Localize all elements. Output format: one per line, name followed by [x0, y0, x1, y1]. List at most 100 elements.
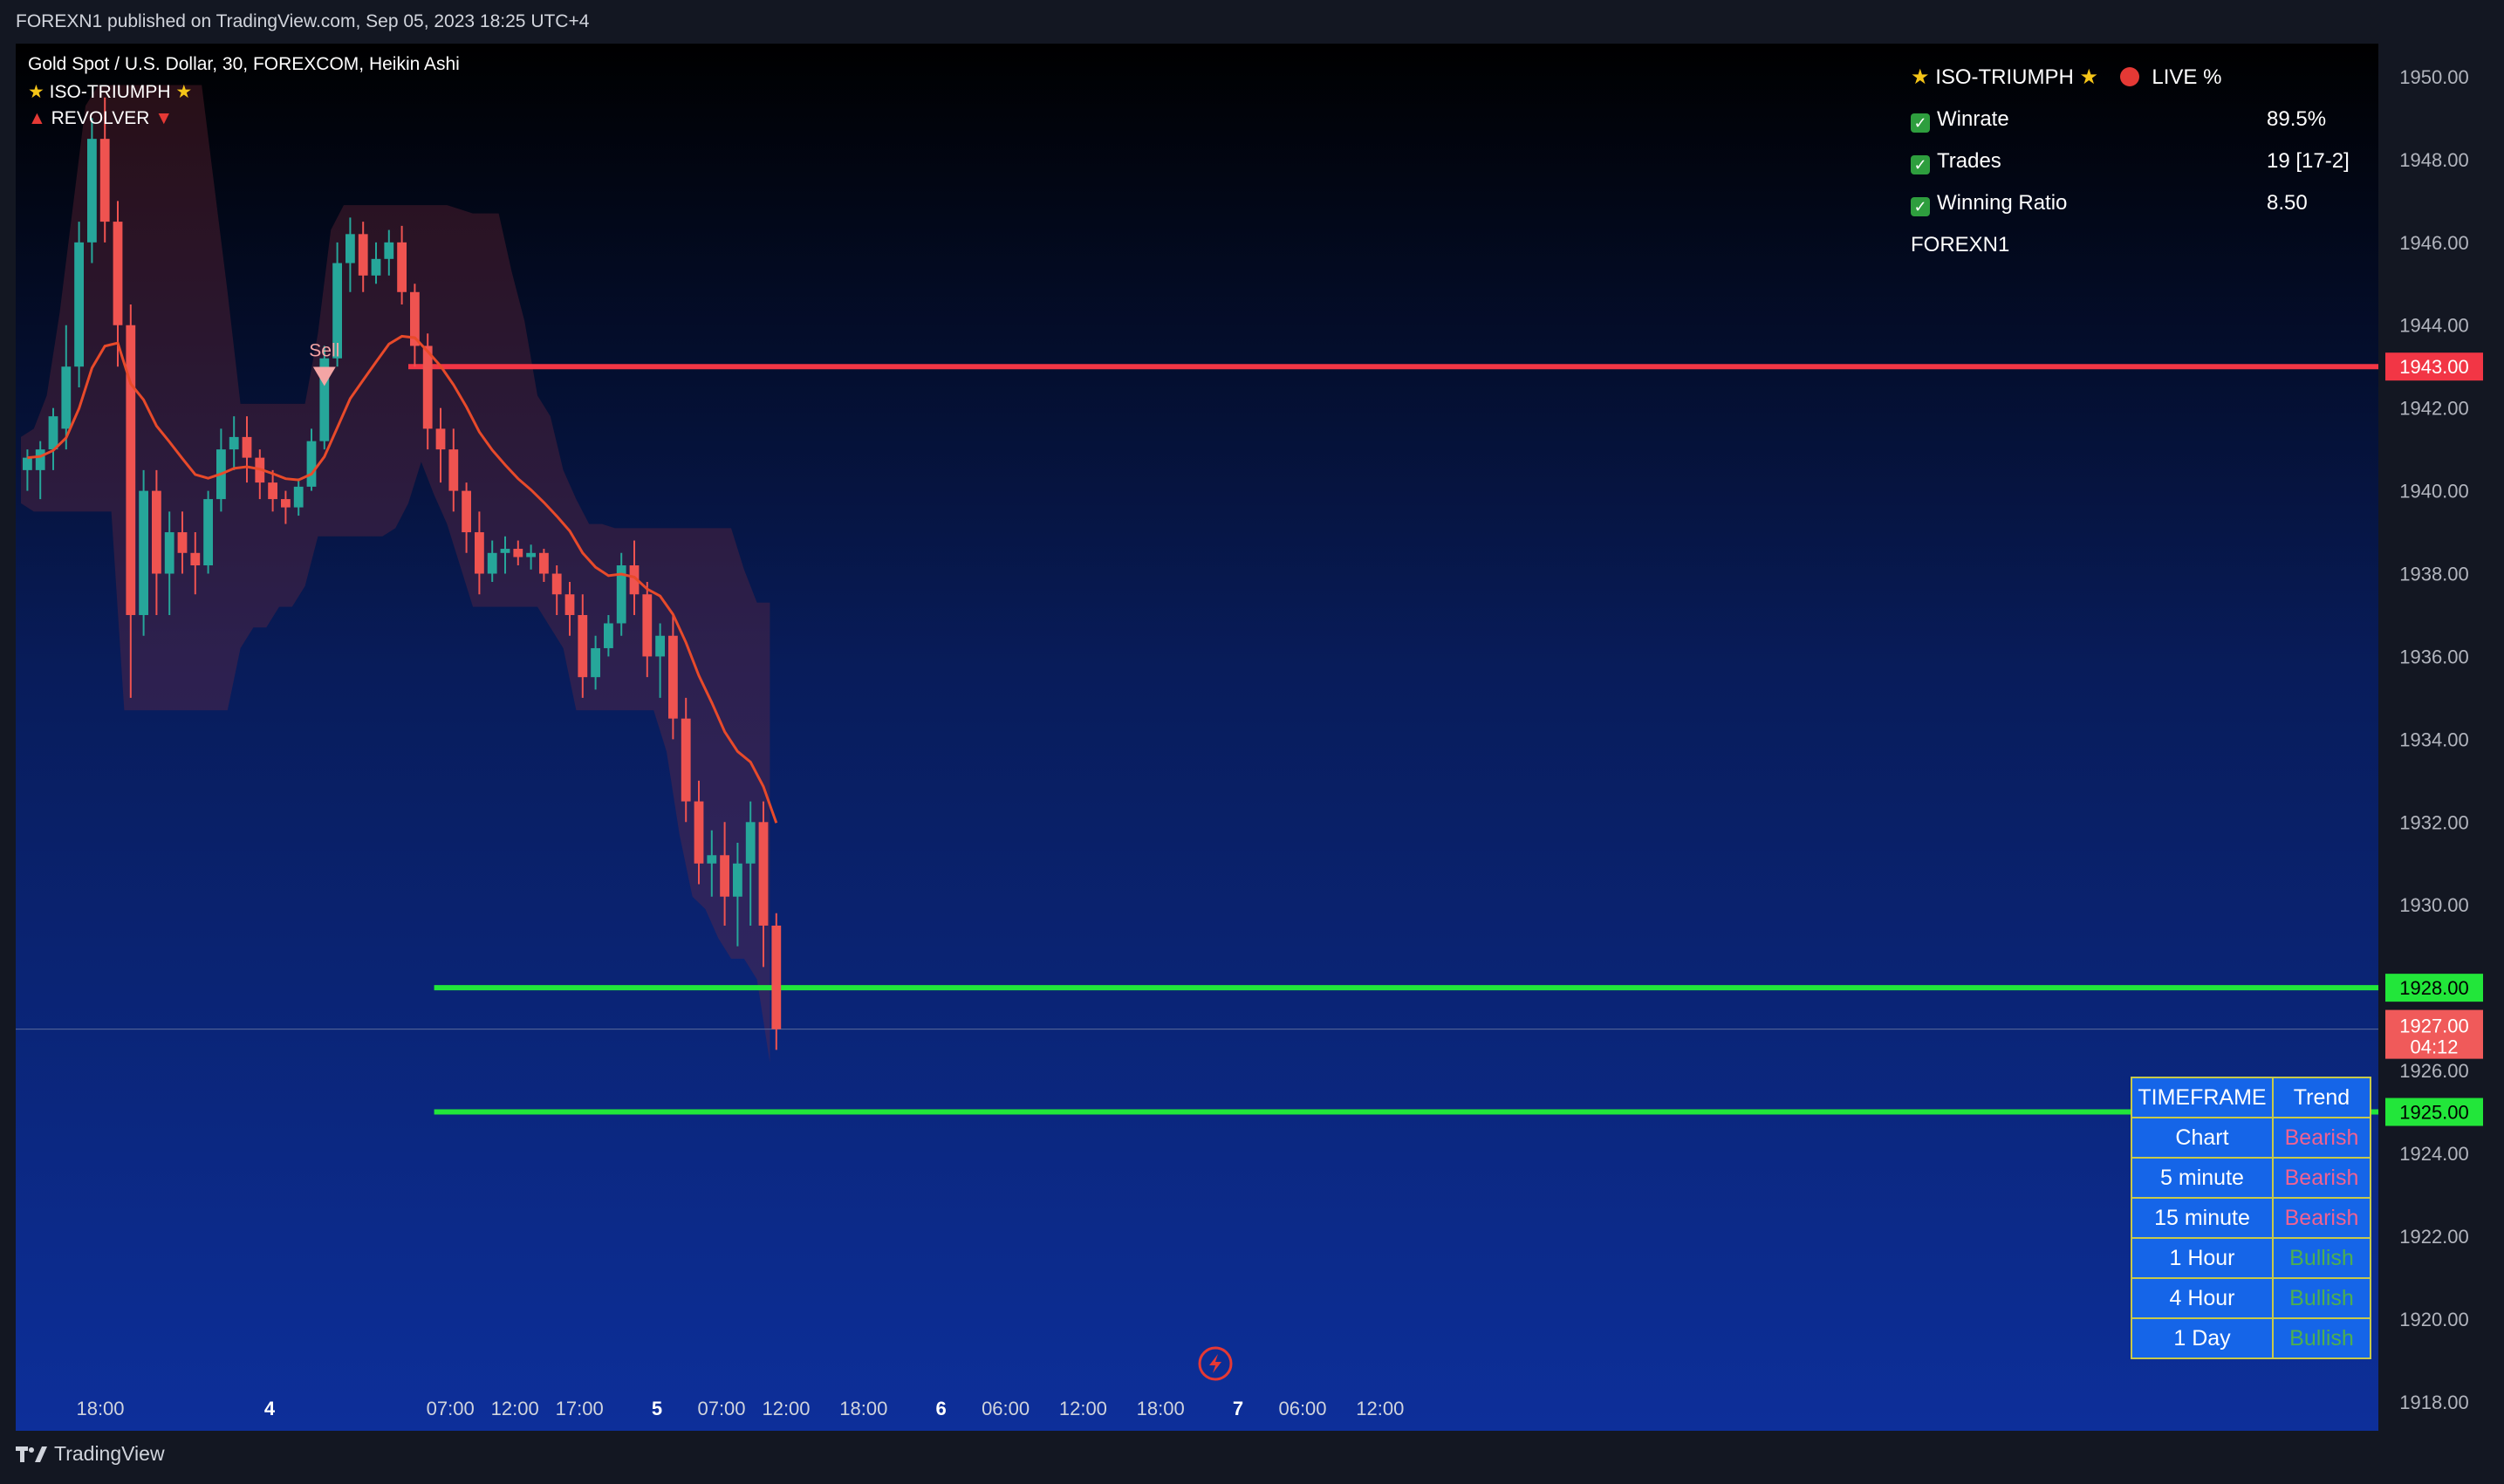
stats-title-row: ★ ISO-TRIUMPH ★ LIVE % [1911, 63, 2382, 105]
candle [74, 222, 84, 387]
tradingview-logo[interactable]: TradingView [16, 1442, 165, 1466]
candle [203, 490, 213, 574]
candle-body [164, 532, 174, 574]
price-tick-label: 1934.00 [2399, 728, 2469, 750]
candle [358, 222, 368, 292]
time-tick-label: 12:00 [1356, 1398, 1404, 1419]
candle-body [655, 635, 665, 657]
candle-body [152, 490, 161, 574]
candle-body [397, 242, 407, 292]
trades-value: 19 [17-2] [2267, 149, 2350, 173]
table-row: 15 minute Bearish [2131, 1197, 2371, 1239]
candle-body [87, 139, 97, 243]
candle-body [435, 428, 446, 450]
candle [164, 511, 174, 615]
lightning-icon[interactable] [1198, 1346, 1233, 1381]
candles [23, 97, 782, 1050]
candle-body [629, 565, 640, 595]
ratio-label: Winning Ratio [1937, 191, 2068, 215]
candle-body [591, 647, 600, 678]
indicator-legend-2[interactable]: ▲ REVOLVER ▼ [28, 108, 173, 129]
candle [152, 469, 161, 615]
time-tick-label: 06:00 [982, 1398, 1030, 1419]
time-tick-label: 18:00 [76, 1398, 124, 1419]
triangle-down-icon: ▼ [154, 108, 174, 128]
tradingview-logo-icon [16, 1446, 47, 1462]
candle [668, 614, 678, 740]
winrate-row: ✓ Winrate 89.5% [1911, 105, 2382, 147]
candle-body [642, 594, 653, 657]
candle [500, 536, 510, 574]
price-tick-label: 1918.00 [2399, 1392, 2469, 1413]
candle-body [551, 573, 562, 595]
time-tick-label: 17:00 [556, 1398, 604, 1419]
candle-body [358, 234, 368, 276]
candle [268, 469, 277, 512]
trend-header: Trend [2272, 1077, 2371, 1118]
trend-cell: Bullish [2272, 1317, 2371, 1359]
candle-body [745, 822, 756, 864]
time-axis[interactable]: 18:00 4 07:00 12:00 17:00 5 07:00 12:00 18:00 6 06… [76, 1398, 1404, 1419]
price-axis-bg [2378, 44, 2490, 1431]
candle [681, 697, 691, 823]
published-header: FOREXN1 published on TradingView.com, Se… [0, 0, 2504, 44]
symbol-legend[interactable]: Gold Spot / U.S. Dollar, 30, FOREXCOM, H… [28, 54, 460, 75]
candle-body [35, 449, 45, 470]
candle-body [668, 635, 678, 719]
level-price-label: 1928.00 [2399, 977, 2469, 999]
live-dot-icon [2119, 67, 2139, 86]
candle [694, 780, 704, 885]
candle-body [539, 552, 549, 574]
table-row: 1 Hour Bullish [2131, 1237, 2371, 1279]
author-row: FOREXN1 [1911, 230, 2382, 272]
candle [87, 118, 97, 263]
level-price-label: 1943.00 [2399, 356, 2469, 378]
candle [655, 623, 665, 698]
candle [564, 582, 575, 636]
price-axis[interactable]: 1950.00 1948.00 1946.00 1944.00 1942.00 1940.… [2378, 44, 2490, 1431]
live-label: LIVE % [2152, 65, 2222, 89]
candle [293, 478, 304, 516]
candle-body [319, 358, 330, 441]
candle [475, 511, 484, 595]
level-price-label: 1925.00 [2399, 1102, 2469, 1124]
ratio-row: ✓ Winning Ratio 8.50 [1911, 188, 2382, 230]
candle-body [681, 718, 691, 802]
candle-body [371, 258, 381, 276]
price-tick-label: 1930.00 [2399, 894, 2469, 916]
sell-signal-label: Sell [309, 340, 339, 360]
candle [539, 549, 549, 583]
price-tick-label: 1938.00 [2399, 564, 2469, 585]
price-tick-label: 1944.00 [2399, 315, 2469, 337]
candle [513, 540, 523, 566]
candle [177, 511, 188, 574]
candle-body [720, 855, 729, 897]
price-tick-label: 1920.00 [2399, 1309, 2469, 1330]
candle-body [384, 242, 394, 259]
timeframe-cell: 5 minute [2131, 1157, 2274, 1199]
timeframe-cell: 4 Hour [2131, 1277, 2274, 1319]
trend-cell: Bearish [2272, 1157, 2371, 1199]
star-icon: ★ [1911, 65, 1930, 89]
candle-body [475, 532, 484, 574]
table-row: Chart Bearish [2131, 1117, 2371, 1159]
tradingview-brand: TradingView [54, 1442, 165, 1465]
candle [384, 229, 394, 276]
symbol-title: Gold Spot / U.S. Dollar, 30, FOREXCOM, H… [28, 54, 460, 74]
candle [642, 582, 653, 678]
candle-body [604, 623, 613, 648]
candle [113, 201, 123, 367]
price-tick-label: 1950.00 [2399, 66, 2469, 88]
time-tick-label: 07:00 [427, 1398, 475, 1419]
time-tick-label: 12:00 [491, 1398, 539, 1419]
candle-body [564, 594, 575, 615]
trades-row: ✓ Trades 19 [17-2] [1911, 147, 2382, 188]
time-tick-label: 5 [652, 1398, 662, 1419]
indicator-1-name: ISO-TRIUMPH [49, 82, 171, 102]
indicator-legend-1[interactable]: ★ ISO-TRIUMPH ★ [28, 81, 192, 103]
candle [745, 801, 756, 926]
star-icon: ★ [28, 82, 44, 102]
timeframe-header: TIMEFRAME [2131, 1077, 2274, 1118]
candle-body [268, 482, 277, 500]
